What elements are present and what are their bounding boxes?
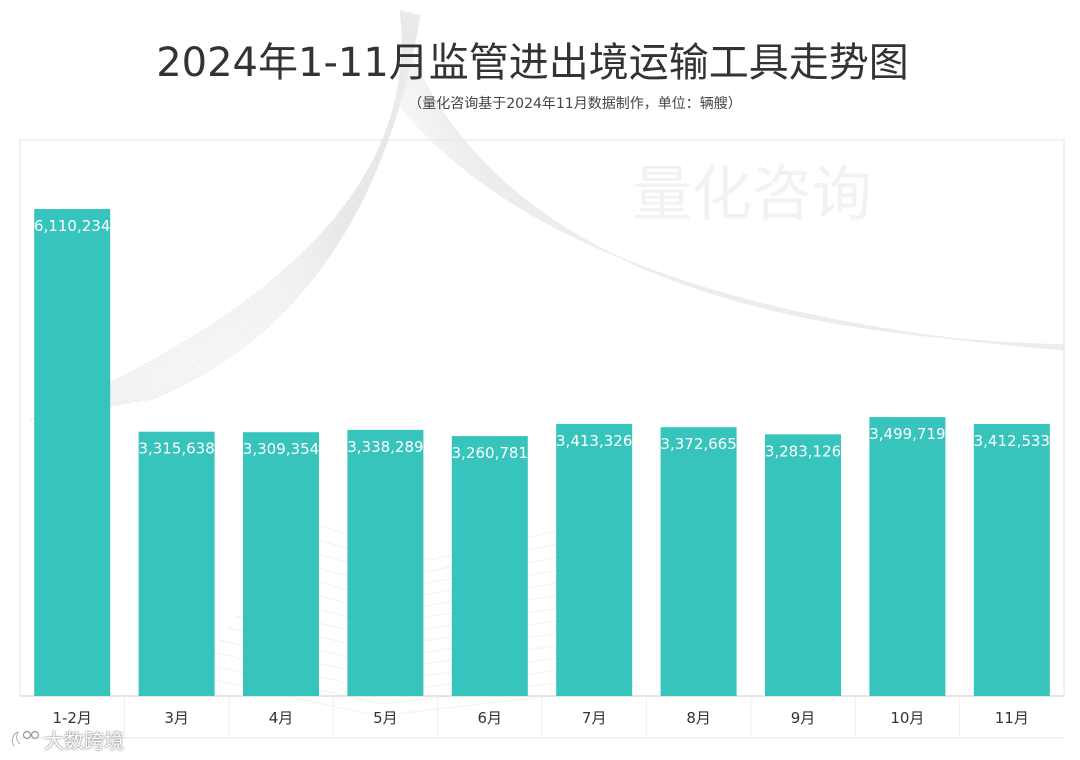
bar-2 [138,431,215,696]
source-watermark: 大数跨境 [10,726,124,753]
bar-3 [243,432,319,696]
bar-4 [347,429,424,696]
bar-value-label: 3,413,326 [556,432,632,450]
bar-9 [869,417,946,696]
bar-value-label: 3,283,126 [765,442,841,460]
brand-logo-icon [11,730,40,747]
bar-1 [34,209,111,696]
x-tick-label: 8月 [686,709,711,727]
chart-subtitle: （量化咨询基于2024年11月数据制作，单位：辆艘） [408,96,742,112]
x-tick-label: 6月 [478,709,503,727]
bar-value-label: 3,412,533 [974,432,1050,450]
bar-value-label: 3,260,781 [452,444,528,462]
bar-10 [973,424,1050,696]
bar-value-label: 3,309,354 [243,440,319,458]
bar-value-label: 3,499,719 [869,425,945,443]
bar-8 [765,434,841,696]
bars-group: 6,110,234 3,315,638 3,309,354 3,338,289 3,26… [34,209,1050,696]
bar-7 [660,427,737,696]
x-tick-label: 3月 [164,709,189,727]
bar-6 [556,423,633,696]
x-tick-label: 5月 [373,709,398,727]
background-pattern [29,9,1066,717]
x-tick-label: 1-2月 [52,709,92,727]
x-tick-label: 10月 [890,709,924,727]
bar-value-label: 3,315,638 [138,440,214,458]
x-tick-label: 9月 [791,709,816,727]
x-axis-ticks: 1-2月 3月 4月 5月 6月 7月 8月 9月 10月 11月 [52,696,1029,738]
bar-value-label: 3,338,289 [347,438,423,456]
bar-value-label: 3,372,665 [660,435,736,453]
bar-value-label: 6,110,234 [34,217,110,235]
bar-5 [451,436,528,696]
x-tick-label: 4月 [269,709,294,727]
source-watermark-text: 大数跨境 [44,728,124,753]
x-tick-label: 7月 [582,709,607,727]
x-tick-label: 11月 [995,709,1029,727]
chart-title: 2024年1-11月监管进出境运输工具走势图 [156,40,909,86]
watermark-center-text: 量化咨询 [632,160,872,230]
